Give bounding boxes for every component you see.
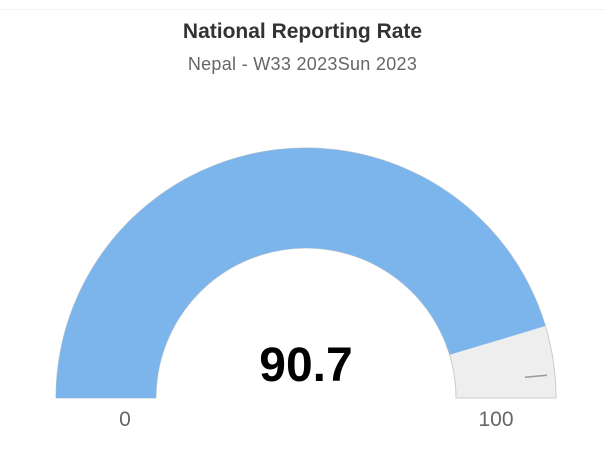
gauge-min-label: 0 — [119, 408, 131, 431]
chart-title: National Reporting Rate — [182, 20, 423, 43]
gauge-value-arc — [56, 147, 546, 398]
chart-subtitle: Nepal - W33 2023Sun 2023 — [187, 54, 418, 74]
gauge-max-tick — [524, 374, 547, 379]
gauge-value-label: 90.7 — [259, 339, 353, 392]
gauge-max-label: 100 — [478, 408, 514, 431]
header-divider — [0, 9, 605, 10]
